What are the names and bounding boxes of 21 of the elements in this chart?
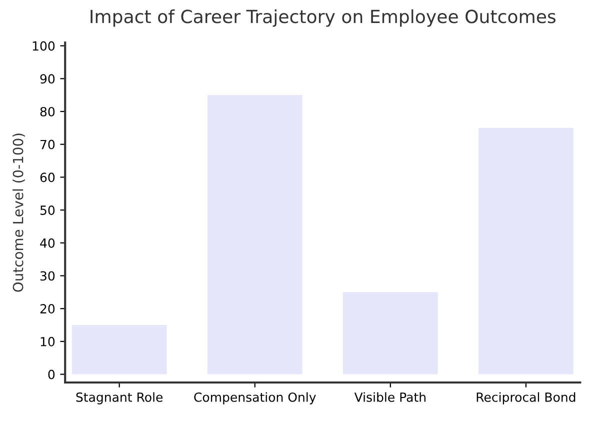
y-tick-label: 30 <box>40 271 55 281</box>
x-tick-label: Visible Path <box>354 392 426 402</box>
y-axis-title: Outcome Level (0-100) <box>12 134 25 292</box>
bar <box>478 128 574 374</box>
y-tick-label: 80 <box>40 106 55 116</box>
y-tick-label: 60 <box>40 172 55 182</box>
y-tick-label: 90 <box>40 74 55 84</box>
x-tick-label: Reciprocal Bond <box>476 392 576 404</box>
y-tick-label: 0 <box>48 370 55 380</box>
y-tick-label: 20 <box>40 304 55 314</box>
bar <box>342 292 438 374</box>
bar <box>72 325 167 374</box>
bar <box>207 95 302 374</box>
chart-title: Impact of Career Trajectory on Employee Outcomes <box>90 9 556 27</box>
y-tick-label: 40 <box>40 238 55 248</box>
y-tick-label: 70 <box>40 140 55 150</box>
x-tick-label: Compensation Only <box>194 392 316 404</box>
y-tick-label: 50 <box>40 206 55 215</box>
x-tick-label: Stagnant Role <box>76 392 163 404</box>
y-tick-label: 10 <box>40 336 55 346</box>
y-tick-label: 100 <box>32 41 55 51</box>
